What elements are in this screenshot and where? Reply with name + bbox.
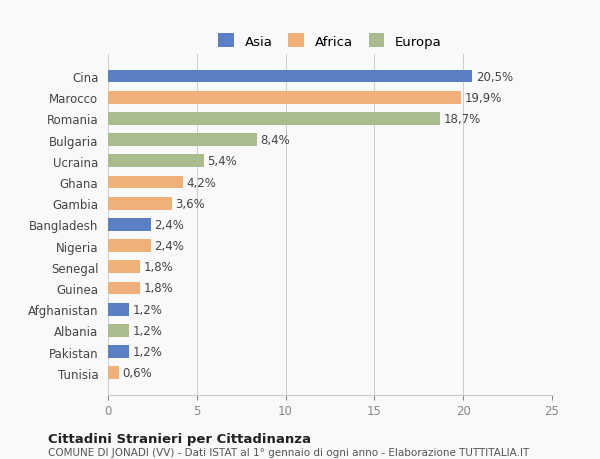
Bar	[108, 240, 151, 252]
Bar	[108, 134, 257, 147]
Text: 0,6%: 0,6%	[122, 366, 152, 380]
Bar	[108, 261, 140, 274]
Text: 4,2%: 4,2%	[186, 176, 216, 189]
Bar	[108, 303, 130, 316]
Text: 18,7%: 18,7%	[443, 112, 481, 126]
Text: 1,8%: 1,8%	[143, 261, 173, 274]
Bar	[108, 282, 140, 295]
Legend: Asia, Africa, Europa: Asia, Africa, Europa	[212, 28, 448, 55]
Bar	[108, 155, 204, 168]
Bar	[108, 113, 440, 125]
Text: 1,2%: 1,2%	[133, 303, 163, 316]
Text: 20,5%: 20,5%	[476, 70, 513, 84]
Bar	[108, 71, 472, 83]
Text: 2,4%: 2,4%	[154, 240, 184, 252]
Text: 2,4%: 2,4%	[154, 218, 184, 231]
Bar	[108, 197, 172, 210]
Bar	[108, 367, 119, 379]
Bar	[108, 218, 151, 231]
Text: 3,6%: 3,6%	[175, 197, 205, 210]
Text: Cittadini Stranieri per Cittadinanza: Cittadini Stranieri per Cittadinanza	[48, 432, 311, 445]
Text: 1,2%: 1,2%	[133, 324, 163, 337]
Bar	[108, 325, 130, 337]
Text: 1,2%: 1,2%	[133, 345, 163, 358]
Text: COMUNE DI JONADI (VV) - Dati ISTAT al 1° gennaio di ogni anno - Elaborazione TUT: COMUNE DI JONADI (VV) - Dati ISTAT al 1°…	[48, 448, 529, 458]
Bar	[108, 176, 182, 189]
Text: 8,4%: 8,4%	[261, 134, 290, 147]
Text: 1,8%: 1,8%	[143, 282, 173, 295]
Text: 5,4%: 5,4%	[208, 155, 237, 168]
Bar	[108, 92, 461, 104]
Text: 19,9%: 19,9%	[465, 91, 502, 105]
Bar	[108, 346, 130, 358]
